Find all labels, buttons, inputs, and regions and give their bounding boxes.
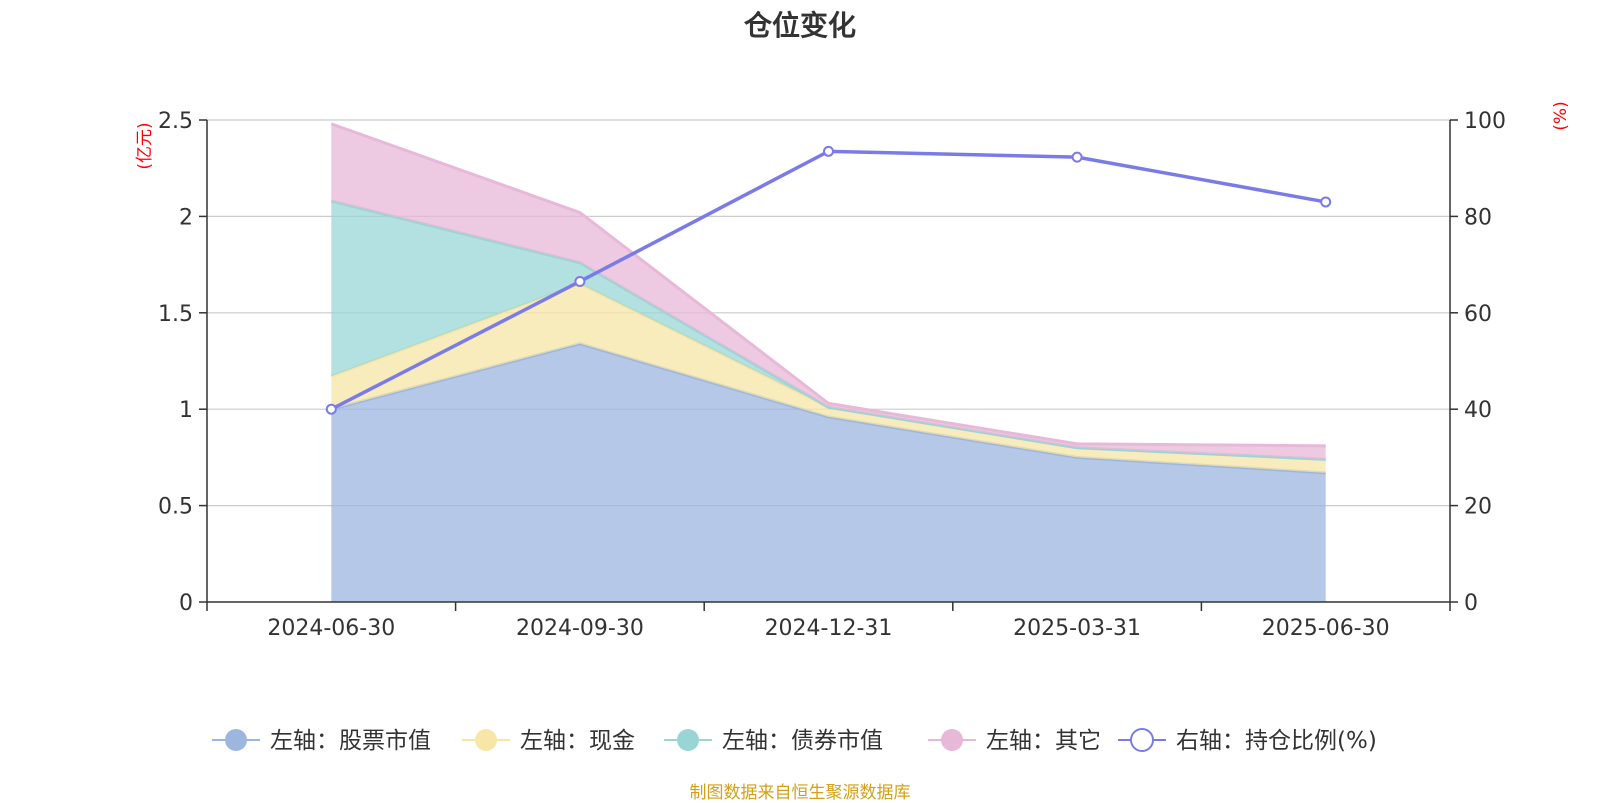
x-tick-label-4: 2025-03-31 [1013, 616, 1141, 641]
ratio-point-4 [1071, 151, 1083, 163]
legend-item-1[interactable]: 左轴：股票市值 [212, 728, 431, 754]
ratio-line-layer [325, 145, 1332, 415]
source-note: 制图数据来自恒生聚源数据库 [689, 783, 911, 803]
legend-label-3: 左轴：债券市值 [722, 728, 883, 754]
x-tick-label-5: 2025-06-30 [1262, 616, 1390, 641]
legend-item-5[interactable]: 右轴：持仓比例(%) [1118, 728, 1377, 754]
area-2 [331, 283, 1326, 473]
chart-title: 仓位变化 [743, 9, 856, 42]
right-tick-label-4: 80 [1464, 205, 1492, 230]
left-tick-label-2: 1 [179, 398, 193, 423]
ratio-point-5 [1320, 196, 1332, 208]
legend-marker-1 [225, 729, 247, 751]
right-tick-label-3: 60 [1464, 302, 1492, 327]
legend-label-2: 左轴：现金 [520, 728, 635, 754]
legend-item-3[interactable]: 左轴：债券市值 [664, 728, 883, 754]
right-tick-label-2: 40 [1464, 398, 1492, 423]
right-tick-label-1: 20 [1464, 495, 1492, 520]
legend-item-4[interactable]: 左轴：其它 [928, 728, 1101, 754]
legend[interactable]: 左轴：股票市值 左轴：现金 左轴：债券市值 左轴：其它 右轴：持仓比例(%) [212, 728, 1377, 754]
left-tick-label-0: 0 [179, 591, 193, 616]
x-tick-label-1: 2024-06-30 [267, 616, 395, 641]
area-edge-4 [330, 122, 1326, 448]
left-tick-label-5: 2.5 [158, 109, 193, 134]
stacked-areas [330, 122, 1326, 602]
left-tick-label-4: 2 [179, 205, 193, 230]
legend-label-1: 左轴：股票市值 [270, 728, 431, 754]
right-tick-label-5: 100 [1464, 109, 1506, 134]
legend-marker-5 [1130, 728, 1154, 752]
legend-item-2[interactable]: 左轴：现金 [462, 728, 635, 754]
legend-label-4: 左轴：其它 [986, 728, 1101, 754]
legend-marker-3 [677, 729, 699, 751]
area-1 [331, 343, 1326, 602]
ratio-point-3 [823, 145, 834, 157]
legend-label-5: 右轴：持仓比例(%) [1176, 728, 1377, 754]
left-tick-label-3: 1.5 [158, 302, 193, 327]
x-tick-label-2: 2024-09-30 [516, 616, 644, 641]
axes: 0 0.5 1 1.5 2 2.5 0 20 40 60 80 100 2024-06-30 2024-0… [135, 101, 1571, 641]
legend-marker-4 [941, 729, 963, 751]
right-tick-label-0: 0 [1464, 591, 1478, 616]
ratio-point-1 [325, 403, 337, 415]
right-axis-unit: (%) [1551, 101, 1571, 130]
x-tick-label-3: 2024-12-31 [765, 616, 893, 641]
left-tick-label-1: 0.5 [158, 495, 193, 520]
legend-marker-2 [475, 729, 497, 751]
left-axis-unit: (亿元) [135, 122, 155, 169]
area-3 [331, 200, 1326, 460]
ratio-point-2 [574, 275, 586, 287]
